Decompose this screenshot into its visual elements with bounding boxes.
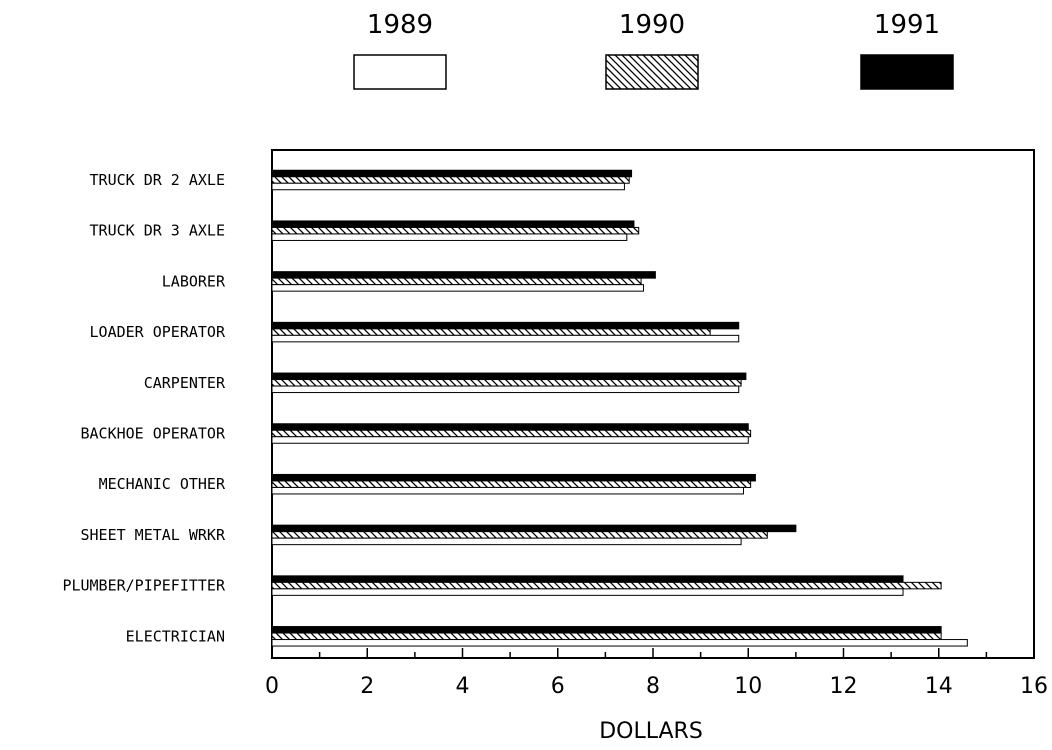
category-label-3: LOADER OPERATOR [90, 323, 226, 341]
x-tick-label-2: 2 [360, 674, 374, 699]
bar-1989-0 [271, 182, 625, 191]
category-label-6: MECHANIC OTHER [99, 475, 226, 493]
x-axis-ticks: 0 2 4 6 8 10 12 14 16 [265, 648, 1048, 699]
category-label-9: ELECTRICIAN [126, 627, 225, 645]
bar-1990-0 [271, 176, 630, 184]
bar-1990-9 [271, 632, 942, 641]
bar-1989-8 [271, 588, 904, 596]
bar-1991-5 [271, 423, 749, 431]
bar-1990-5 [271, 429, 752, 438]
x-tick-label-6: 6 [551, 674, 565, 699]
bar-1990-1 [271, 226, 640, 235]
bar-1989-9 [271, 639, 968, 647]
bar-1991-2 [271, 271, 656, 279]
legend-swatch-1990 [605, 54, 699, 90]
bar-1991-0 [271, 169, 633, 178]
bar-1990-8 [271, 581, 942, 590]
bar-1991-8 [271, 575, 904, 583]
bar-1989-2 [271, 284, 644, 292]
category-label-5: BACKHOE OPERATOR [81, 425, 226, 443]
bar-1990-3 [271, 328, 711, 336]
bars [271, 169, 968, 647]
bar-1990-4 [271, 379, 742, 387]
legend: 1989 1990 1991 [353, 10, 954, 90]
bar-1991-9 [271, 626, 942, 634]
category-label-1: TRUCK DR 3 AXLE [90, 222, 225, 240]
legend-swatch-1991 [860, 54, 954, 90]
legend-label-1991: 1991 [874, 10, 940, 40]
category-label-7: SHEET METAL WRKR [81, 526, 226, 544]
x-tick-label-10: 10 [734, 674, 762, 699]
category-labels: TRUCK DR 2 AXLE TRUCK DR 3 AXLE LABORER LOA… [62, 171, 226, 645]
bar-1990-6 [271, 480, 752, 488]
bar-1989-4 [271, 385, 740, 394]
bar-1991-1 [271, 220, 635, 228]
x-axis-title: DOLLARS [599, 719, 703, 744]
category-label-8: PLUMBER/PIPEFITTER [62, 577, 226, 595]
legend-swatch-1989 [353, 54, 447, 90]
bar-1990-2 [271, 277, 642, 286]
bar-1991-6 [271, 473, 756, 482]
x-tick-label-16: 16 [1020, 674, 1048, 699]
x-tick-label-4: 4 [456, 674, 470, 699]
bar-1990-7 [271, 531, 768, 539]
x-tick-label-8: 8 [646, 674, 660, 699]
x-tick-label-14: 14 [925, 674, 953, 699]
category-label-4: CARPENTER [144, 374, 226, 392]
bar-1989-5 [271, 436, 749, 444]
bar-1991-7 [271, 524, 797, 533]
legend-label-1989: 1989 [367, 10, 433, 40]
bar-1989-7 [271, 537, 742, 546]
bar-1989-6 [271, 486, 744, 495]
bar-1989-1 [271, 233, 628, 241]
legend-label-1990: 1990 [619, 10, 685, 40]
x-tick-label-0: 0 [265, 674, 279, 699]
x-tick-label-12: 12 [830, 674, 858, 699]
bar-1989-3 [271, 334, 740, 343]
bar-1991-4 [271, 372, 747, 381]
category-label-0: TRUCK DR 2 AXLE [90, 171, 225, 189]
bar-1991-3 [271, 321, 740, 330]
category-label-2: LABORER [162, 272, 226, 290]
